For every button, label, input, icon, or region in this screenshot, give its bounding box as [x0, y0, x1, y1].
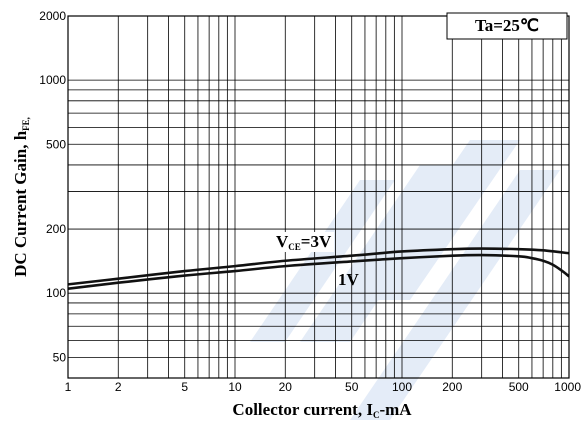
plot-grid [68, 16, 569, 378]
plot-curves [68, 247, 569, 290]
x-tick-label: 200 [442, 380, 462, 394]
temperature-annotation: Ta=25℃ [446, 12, 568, 40]
y-tick-label: 50 [53, 350, 67, 364]
x-tick-label: 20 [279, 380, 293, 394]
y-tick-label: 1000 [39, 73, 66, 87]
x-axis-title-tail: -mA [379, 400, 412, 419]
y-axis-title-main: DC Current Gain, h [11, 130, 30, 277]
series-label-vce-3v-main: V [276, 232, 289, 251]
y-tick-label: 500 [46, 137, 66, 151]
x-axis-title: Collector current, IC-mA [232, 400, 412, 420]
series-line-vce-3v [68, 247, 569, 286]
y-tick-labels: 50 100 200 500 1000 2000 [39, 9, 66, 364]
x-tick-label: 10 [228, 380, 242, 394]
series-line-1v [68, 253, 569, 290]
x-tick-label: 100 [392, 380, 412, 394]
x-tick-label: 1000 [554, 380, 581, 394]
y-tick-label: 100 [46, 286, 66, 300]
x-tick-label: 500 [509, 380, 529, 394]
y-tick-label: 2000 [39, 9, 66, 23]
y-axis-title-sub: FE, [21, 117, 31, 131]
x-axis-title-sub: C [373, 410, 380, 420]
y-axis-title: DC Current Gain, hFE, [11, 117, 31, 277]
series-label-1v: 1V [338, 270, 360, 289]
temperature-annotation-text: Ta=25℃ [475, 16, 539, 35]
x-tick-label: 2 [115, 380, 122, 394]
x-axis-title-main: Collector current, I [232, 400, 373, 419]
x-tick-label: 1 [65, 380, 72, 394]
x-tick-labels: 1 2 5 10 20 50 100 200 500 1000 [65, 380, 581, 394]
series-label-vce-3v-tail: =3V [301, 232, 332, 251]
series-label-vce-3v: VCE=3V [276, 232, 332, 252]
series-label-vce-3v-sub: CE [288, 242, 301, 252]
plot-frame [67, 15, 570, 379]
series-label-background [274, 232, 334, 252]
y-tick-label: 200 [46, 222, 66, 236]
x-tick-label: 50 [345, 380, 359, 394]
x-tick-label: 5 [181, 380, 188, 394]
